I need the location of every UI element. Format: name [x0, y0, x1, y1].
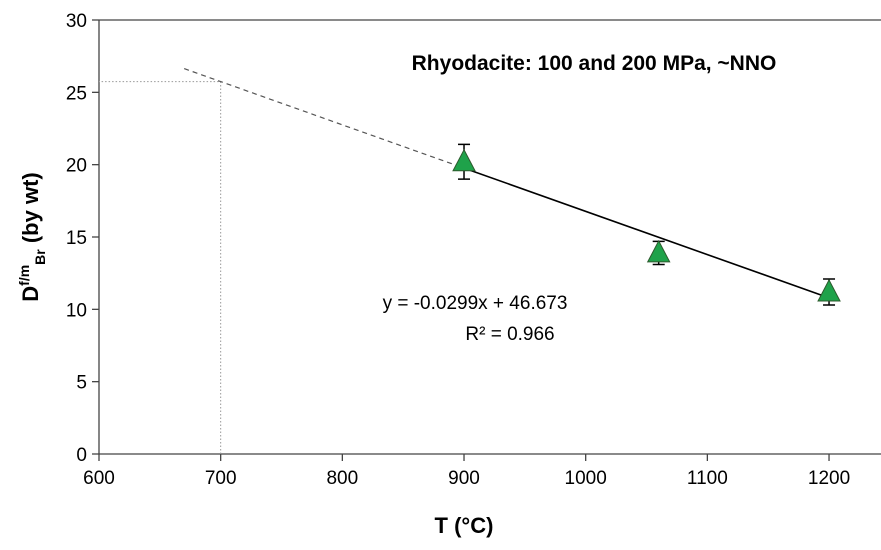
- y-tick-label: 5: [76, 373, 87, 394]
- chart-title: Rhyodacite: 100 and 200 MPa, ~NNO: [412, 52, 777, 75]
- y-title-rest: (by wt): [18, 172, 43, 249]
- marker: [646, 239, 671, 263]
- y-title-sup: f/m: [16, 265, 32, 286]
- trend-r2: R² = 0.966: [465, 324, 554, 345]
- y-tick-label: 10: [66, 300, 87, 321]
- x-tick-label: 900: [448, 468, 480, 489]
- y-tick-label: 15: [66, 228, 87, 249]
- trend-equation: y = -0.0299x + 46.673: [383, 293, 568, 314]
- y-tick-label: 25: [66, 83, 87, 104]
- x-tick-label: 1200: [808, 468, 850, 489]
- x-tick-label: 1000: [565, 468, 607, 489]
- marker: [452, 148, 476, 172]
- y-tick-label: 20: [66, 156, 87, 177]
- y-tick-label: 0: [76, 445, 87, 466]
- trendline-extrapolation: [183, 68, 465, 169]
- x-tick-label: 600: [83, 468, 115, 489]
- marker: [817, 278, 841, 302]
- x-tick-label: 1100: [687, 468, 728, 489]
- y-title-main: D: [18, 286, 43, 302]
- y-title-sub: Br: [32, 249, 48, 265]
- y-tick-label: 30: [66, 11, 87, 32]
- y-axis-title: Df/mBr (by wt): [16, 172, 48, 301]
- x-tick-label: 800: [326, 468, 358, 489]
- guide-line: [99, 81, 222, 454]
- trendline: [463, 167, 830, 299]
- x-axis-title: T (°C): [435, 513, 494, 538]
- x-tick-label: 700: [205, 468, 237, 489]
